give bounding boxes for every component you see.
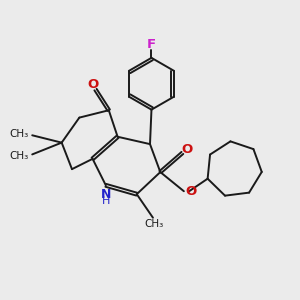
Text: H: H (102, 196, 111, 206)
Text: O: O (185, 185, 197, 198)
Text: F: F (147, 38, 156, 51)
Text: O: O (181, 143, 192, 157)
Text: CH₃: CH₃ (9, 151, 29, 161)
Text: O: O (87, 78, 98, 91)
Text: N: N (101, 188, 112, 201)
Text: CH₃: CH₃ (9, 129, 29, 139)
Text: CH₃: CH₃ (144, 219, 163, 229)
